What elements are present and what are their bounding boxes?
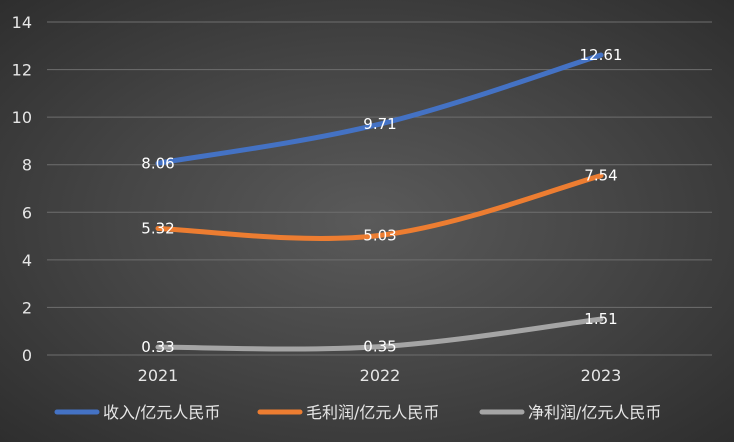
data-label: 0.33 xyxy=(141,338,174,356)
x-tick-label: 2023 xyxy=(581,366,622,385)
legend-label: 毛利润/亿元人民币 xyxy=(306,403,439,422)
data-label: 9.71 xyxy=(363,115,396,133)
series-line-2[interactable] xyxy=(155,316,604,352)
x-tick-label: 2022 xyxy=(360,366,401,385)
y-axis-ticks: 0 2 4 6 8 10 12 14 xyxy=(12,13,32,365)
data-label: 7.54 xyxy=(584,167,617,185)
data-labels: 8.06 9.71 12.61 5.32 5.03 7.54 0.33 0.35 1.51 xyxy=(141,46,622,356)
y-tick-label: 14 xyxy=(12,13,32,32)
legend[interactable]: 收入/亿元人民币 毛利润/亿元人民币 净利润/亿元人民币 xyxy=(54,403,661,422)
legend-item-0[interactable]: 收入/亿元人民币 xyxy=(54,403,220,422)
legend-item-1[interactable]: 毛利润/亿元人民币 xyxy=(257,403,439,422)
y-tick-label: 12 xyxy=(12,61,32,80)
data-label: 1.51 xyxy=(584,310,617,328)
data-label: 8.06 xyxy=(141,154,174,172)
data-label: 5.32 xyxy=(141,219,174,237)
x-tick-label: 2021 xyxy=(138,366,179,385)
legend-label: 收入/亿元人民币 xyxy=(103,403,220,422)
y-tick-label: 2 xyxy=(22,298,32,317)
legend-label: 净利润/亿元人民币 xyxy=(528,403,661,422)
series-lines xyxy=(155,52,604,352)
data-label: 12.61 xyxy=(580,46,623,64)
y-tick-label: 6 xyxy=(22,203,32,222)
series-line-0[interactable] xyxy=(155,52,604,166)
y-tick-label: 8 xyxy=(22,156,32,175)
data-label: 0.35 xyxy=(363,338,396,356)
y-tick-label: 0 xyxy=(22,346,32,365)
series-line-1[interactable] xyxy=(155,173,604,241)
y-tick-label: 10 xyxy=(12,108,32,127)
legend-item-2[interactable]: 净利润/亿元人民币 xyxy=(479,403,661,422)
y-tick-label: 4 xyxy=(22,251,32,270)
x-axis-ticks: 2021 2022 2023 xyxy=(138,366,622,385)
gridlines xyxy=(47,21,712,356)
data-label: 5.03 xyxy=(363,226,396,244)
